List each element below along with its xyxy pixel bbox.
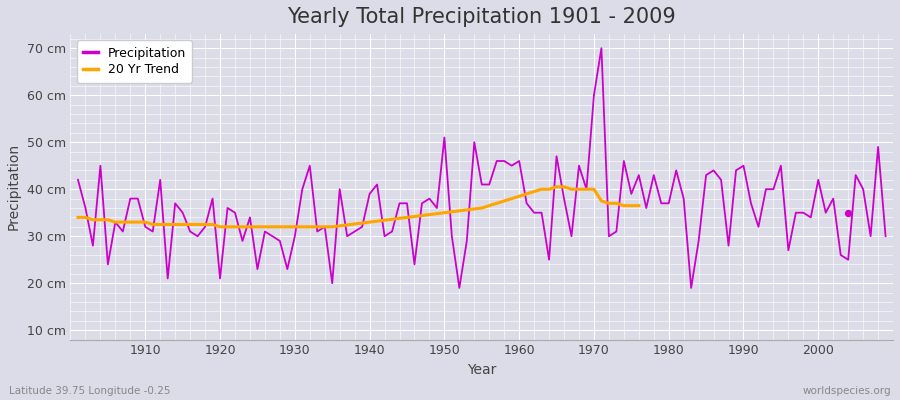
20 Yr Trend bbox=[259, 224, 270, 229]
Precipitation bbox=[73, 177, 84, 182]
Precipitation bbox=[521, 201, 532, 206]
Text: Latitude 39.75 Longitude -0.25: Latitude 39.75 Longitude -0.25 bbox=[9, 386, 170, 396]
Text: worldspecies.org: worldspecies.org bbox=[803, 386, 891, 396]
20 Yr Trend bbox=[634, 203, 644, 208]
Precipitation bbox=[596, 46, 607, 50]
Precipitation bbox=[297, 187, 308, 192]
Precipitation bbox=[880, 234, 891, 239]
20 Yr Trend bbox=[184, 222, 195, 227]
Legend: Precipitation, 20 Yr Trend: Precipitation, 20 Yr Trend bbox=[76, 40, 193, 82]
Precipitation bbox=[514, 158, 525, 163]
20 Yr Trend bbox=[73, 215, 84, 220]
Line: Precipitation: Precipitation bbox=[78, 48, 886, 288]
20 Yr Trend bbox=[95, 217, 106, 222]
20 Yr Trend bbox=[551, 184, 562, 189]
20 Yr Trend bbox=[214, 224, 225, 229]
Point bbox=[841, 210, 855, 216]
Line: 20 Yr Trend: 20 Yr Trend bbox=[78, 187, 639, 227]
Precipitation bbox=[132, 196, 143, 201]
20 Yr Trend bbox=[514, 194, 525, 199]
Title: Yearly Total Precipitation 1901 - 2009: Yearly Total Precipitation 1901 - 2009 bbox=[287, 7, 676, 27]
Precipitation bbox=[342, 234, 353, 239]
Precipitation bbox=[454, 286, 464, 290]
X-axis label: Year: Year bbox=[467, 363, 497, 377]
20 Yr Trend bbox=[507, 196, 517, 201]
Y-axis label: Precipitation: Precipitation bbox=[7, 143, 21, 230]
20 Yr Trend bbox=[87, 217, 98, 222]
Precipitation bbox=[618, 158, 629, 163]
